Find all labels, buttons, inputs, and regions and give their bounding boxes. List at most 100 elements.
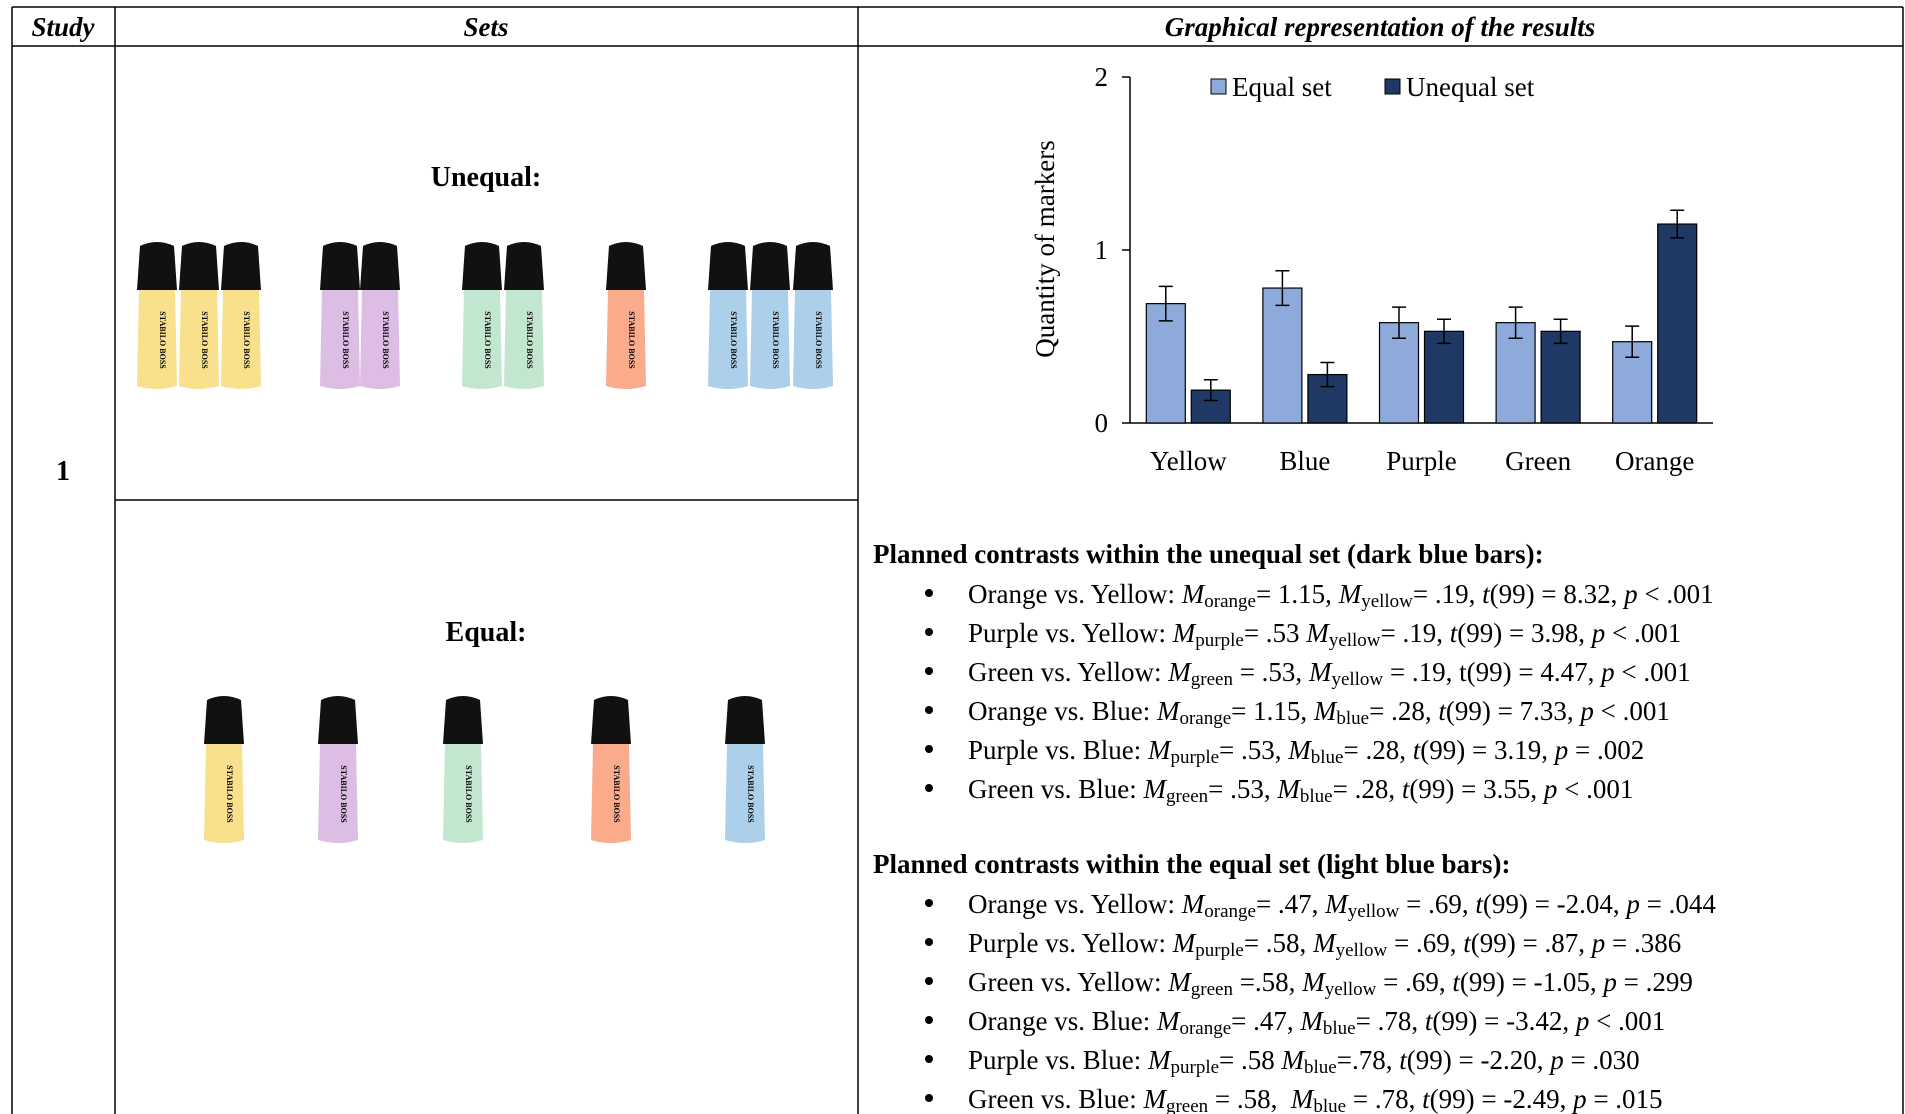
marker: STABILO BOSS [360, 242, 400, 389]
x-tick-label: Purple [1386, 446, 1457, 476]
italic-run: t [1399, 1045, 1408, 1075]
marker-brand: STABILO BOSS [729, 311, 738, 369]
text-run: = .58 [1219, 1045, 1281, 1075]
header-study: Study [31, 12, 95, 42]
marker: STABILO BOSS [221, 242, 261, 389]
x-tick-label: Yellow [1150, 446, 1227, 476]
marker-body [360, 290, 400, 389]
text-run: Orange vs. Blue: [968, 1006, 1157, 1036]
subscript: orange [1179, 1018, 1231, 1039]
subscript: orange [1179, 708, 1231, 729]
marker-brand: STABILO BOSS [200, 311, 209, 369]
contrast-line: Green vs. Yellow: Mgreen =.58, Myellow =… [968, 967, 1693, 1000]
marker-body [318, 744, 358, 843]
italic-run: p [1599, 657, 1615, 687]
marker: STABILO BOSS [606, 242, 646, 389]
subscript: blue [1323, 1018, 1356, 1039]
italic-run: p [1601, 967, 1617, 997]
marker-brand: STABILO BOSS [225, 765, 234, 823]
marker: STABILO BOSS [320, 242, 360, 389]
error-bar [1437, 318, 1451, 345]
italic-run: M [1290, 1084, 1315, 1114]
subscript: blue [1304, 1057, 1337, 1078]
marker-cap [591, 696, 631, 744]
italic-run: p [1571, 1084, 1587, 1114]
text-run: = .58, [1244, 928, 1313, 958]
y-tick-label: 0 [1095, 408, 1109, 438]
italic-run: M [1299, 1006, 1324, 1036]
italic-run: p [1622, 579, 1638, 609]
error-bar [1508, 306, 1523, 339]
text-run: = 1.15, [1231, 696, 1314, 726]
marker: STABILO BOSS [591, 696, 631, 843]
italic-run: M [1281, 1045, 1306, 1075]
contrast-line: Orange vs. Yellow: Morange= .47, Myellow… [968, 889, 1716, 922]
text-run: < .001 [1589, 1006, 1665, 1036]
subscript: yellow [1325, 979, 1377, 1000]
marker-body [504, 290, 544, 389]
x-tick-label: Green [1505, 446, 1571, 476]
subscript: purple [1195, 940, 1244, 961]
marker-body [793, 290, 833, 389]
subscript: blue [1313, 1096, 1346, 1114]
text-run: Green vs. Blue: [968, 1084, 1143, 1114]
text-run: = .299 [1617, 967, 1693, 997]
contrasts: Planned contrasts within the unequal set… [873, 539, 1716, 1114]
italic-run: M [1308, 657, 1333, 687]
text-run: = .28, [1369, 696, 1438, 726]
italic-run: M [1313, 696, 1338, 726]
italic-run: p [1590, 928, 1606, 958]
y-tick-label: 1 [1095, 235, 1109, 265]
text-run: (99) = -2.04, [1483, 889, 1626, 919]
marker: STABILO BOSS [318, 696, 358, 843]
bar [1657, 223, 1698, 424]
italic-run: M [1305, 618, 1330, 648]
text-run: Green vs. Blue: [968, 774, 1143, 804]
x-tick-label: Blue [1279, 446, 1330, 476]
marker-brand: STABILO BOSS [464, 765, 473, 823]
italic-run: M [1156, 696, 1181, 726]
italic-run: M [1147, 1045, 1172, 1075]
marker-cap [708, 242, 748, 290]
bullet [925, 784, 933, 792]
italic-run: M [1167, 657, 1192, 687]
italic-run: M [1181, 889, 1206, 919]
italic-run: M [1167, 967, 1192, 997]
error-bar [1392, 306, 1406, 339]
study-number: 1 [56, 456, 70, 487]
contrast-line: Purple vs. Blue: Mpurple= .58 Mblue=.78,… [968, 1045, 1640, 1078]
subscript: blue [1336, 708, 1369, 729]
text-run: = .53, [1219, 735, 1288, 765]
italic-run: p [1574, 1006, 1590, 1036]
marker-brand: STABILO BOSS [483, 311, 492, 369]
text-run: (99) = -2.20, [1407, 1045, 1550, 1075]
marker-cap [750, 242, 790, 290]
marker-body [204, 744, 244, 843]
subscript: yellow [1336, 940, 1388, 961]
italic-run: t [1438, 696, 1447, 726]
text-run: = .69, [1376, 967, 1452, 997]
text-run: Purple vs. Blue: [968, 735, 1148, 765]
marker-body [320, 290, 360, 389]
italic-run: M [1172, 928, 1197, 958]
marker-body [606, 290, 646, 389]
y-tick-label: 2 [1095, 62, 1109, 92]
italic-run: M [1147, 735, 1172, 765]
text-run: (99) = -3.42, [1432, 1006, 1575, 1036]
y-axis-label: Quantity of markers [1030, 140, 1060, 357]
text-run: (99) = 8.32, [1490, 579, 1624, 609]
italic-run: t [1450, 618, 1459, 648]
bullet [925, 938, 933, 946]
marker-cap [318, 696, 358, 744]
text-run: Orange vs. Yellow: [968, 579, 1182, 609]
marker-brand: STABILO BOSS [746, 765, 755, 823]
subscript: orange [1204, 901, 1256, 922]
text-run: =.78, [1337, 1045, 1399, 1075]
subscript: blue [1311, 747, 1344, 768]
italic-run: M [1181, 579, 1206, 609]
marker: STABILO BOSS [708, 242, 748, 389]
italic-run: p [1553, 735, 1569, 765]
contrast-line: Purple vs. Blue: Mpurple= .53, Mblue= .2… [968, 735, 1644, 768]
text-run: = .28, [1333, 774, 1402, 804]
